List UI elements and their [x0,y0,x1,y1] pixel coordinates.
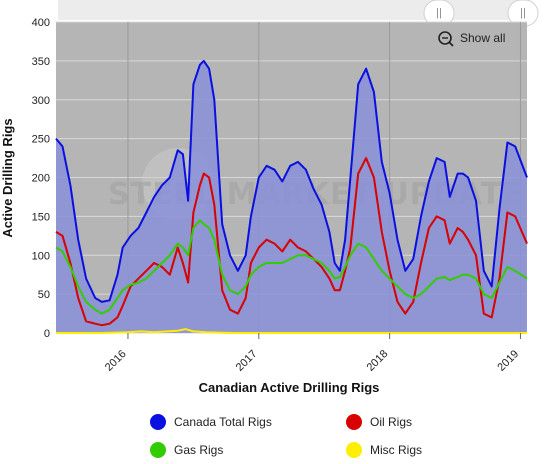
legend-item-gas-rigs[interactable]: Gas Rigs [150,442,223,458]
y-tick-label: 250 [32,134,50,146]
x-axis-title: Canadian Active Drilling Rigs [199,380,380,395]
legend-marker [346,442,362,458]
show-all-button[interactable]: Show all [438,31,505,47]
x-tick-label: 2019 [495,348,521,374]
legend-marker [150,414,166,430]
y-tick-label: 400 [32,17,50,29]
legend-item-canada-total-rigs[interactable]: Canada Total Rigs [150,414,272,430]
x-tick-label: 2018 [365,348,391,374]
x-axis-ticks: 2016 2017 2018 2019 [103,333,521,374]
legend-label: Gas Rigs [174,443,223,457]
legend: Canada Total Rigs Oil Rigs Gas Rigs Misc Ri… [150,414,422,458]
x-tick-label: 2016 [103,348,129,374]
legend-item-oil-rigs[interactable]: Oil Rigs [346,414,412,430]
y-tick-label: 350 [32,56,50,68]
y-axis-title: Active Drilling Rigs [0,118,15,237]
series-line-canada-total-rigs [55,59,528,303]
show-all-label: Show all [460,31,505,45]
series-layer [55,59,528,334]
series-line-misc-rigs [56,328,527,334]
series-line-oil-rigs [55,157,528,327]
legend-label: Oil Rigs [370,415,412,429]
legend-item-misc-rigs[interactable]: Misc Rigs [346,442,422,458]
svg-text:||: || [436,7,442,19]
y-tick-label: 0 [44,328,50,340]
y-tick-label: 50 [38,289,50,301]
series-line-gas-rigs [55,219,528,315]
y-axis-ticks: 0 50 100 150 200 250 300 350 400 [32,17,50,340]
legend-marker [150,442,166,458]
legend-marker [346,414,362,430]
legend-label: Misc Rigs [370,443,422,457]
y-tick-label: 100 [32,250,50,262]
y-tick-label: 200 [32,173,50,185]
y-tick-label: 150 [32,211,50,223]
x-tick-label: 2017 [234,348,260,374]
legend-label: Canada Total Rigs [174,415,272,429]
navigator-bar[interactable] [58,0,528,20]
zoom-out-icon [438,31,452,45]
y-tick-label: 300 [32,95,50,107]
svg-text:||: || [520,7,526,19]
